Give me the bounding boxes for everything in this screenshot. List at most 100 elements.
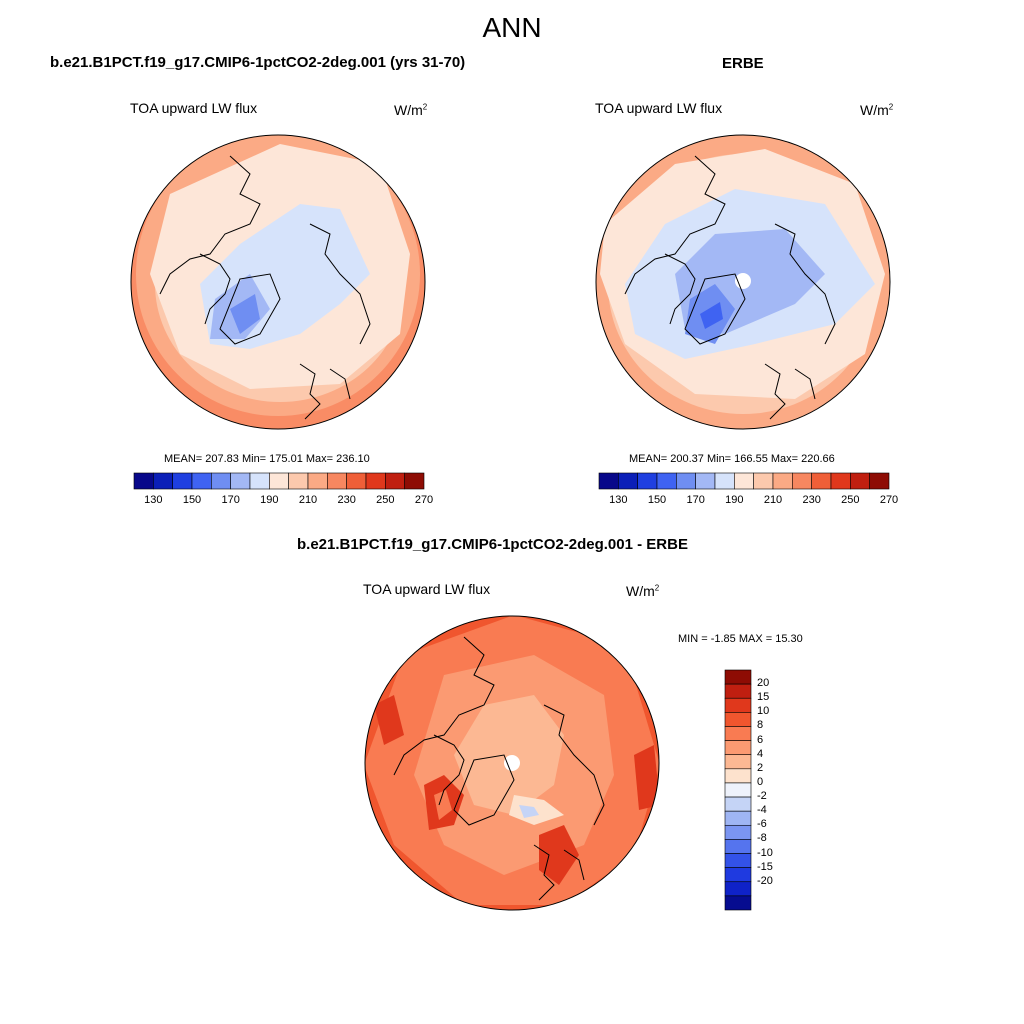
panel-1-colorbar (133, 472, 425, 490)
colorbar-swatch (385, 472, 405, 490)
panel-2-map (595, 134, 891, 430)
colorbar-swatch (792, 472, 812, 490)
colorbar-swatch (714, 472, 735, 490)
panel-3-colorbar-labels: 20 15 10 8 6 4 2 0 -2 -4 -6 -8 -10 -15 -20 (757, 670, 797, 910)
panel-1-map (130, 134, 426, 430)
colorbar-tick-label: 270 (414, 494, 434, 506)
colorbar-swatch (153, 472, 173, 490)
colorbar-swatch (346, 472, 367, 490)
panel-2-colorbar (598, 472, 890, 490)
colorbar-swatch (191, 472, 212, 490)
colorbar-tick-label: -6 (757, 818, 767, 831)
panel-3-subtitle: TOA upward LW flux (363, 581, 491, 597)
colorbar-swatch (327, 472, 347, 490)
colorbar-swatch (724, 712, 752, 727)
colorbar-swatch (365, 472, 386, 490)
colorbar-swatch (869, 472, 890, 490)
panel-2-colorbar-labels: 130 150 170 190 210 230 250 270 (599, 494, 898, 508)
colorbar-swatch (637, 472, 658, 490)
colorbar-swatch (724, 754, 752, 770)
colorbar-tick-label: 190 (725, 494, 744, 506)
main-title: ANN (482, 12, 542, 43)
colorbar-tick-label: 15 (757, 691, 770, 704)
colorbar-swatch (724, 796, 752, 812)
colorbar-swatch (724, 740, 752, 756)
colorbar-tick-label: 4 (757, 747, 764, 760)
colorbar-tick-label: -4 (757, 804, 767, 817)
colorbar-tick-label: 8 (757, 719, 764, 732)
colorbar-swatch (850, 472, 870, 490)
colorbar-tick-label: -15 (757, 860, 773, 873)
colorbar-swatch (404, 472, 425, 490)
colorbar-swatch (772, 472, 793, 490)
colorbar-tick-label: 150 (182, 494, 202, 506)
colorbar-tick-label: -10 (757, 846, 773, 859)
colorbar-tick-label: 250 (376, 494, 395, 506)
colorbar-swatch (724, 697, 752, 713)
colorbar-swatch (811, 472, 832, 490)
colorbar-tick-label: 250 (841, 494, 860, 506)
panel-3-colorbar (724, 669, 752, 911)
colorbar-swatch (724, 782, 752, 798)
colorbar-swatch (598, 472, 619, 490)
colorbar-tick-label: 6 (757, 733, 764, 746)
colorbar-swatch (724, 669, 752, 685)
panel-1-colorbar-labels: 130 150 170 190 210 230 250 270 (134, 494, 433, 508)
panel-2-units: W/m2 (860, 102, 894, 118)
colorbar-swatch (724, 895, 752, 911)
colorbar-swatch (724, 853, 752, 868)
colorbar-swatch (724, 683, 752, 699)
colorbar-tick-label: 10 (757, 705, 770, 718)
colorbar-tick-label: 170 (686, 494, 705, 506)
colorbar-swatch (724, 824, 752, 840)
colorbar-tick-label: 170 (221, 494, 240, 506)
colorbar-tick-label: 150 (647, 494, 667, 506)
colorbar-tick-label: 210 (298, 494, 318, 506)
colorbar-swatch (724, 810, 752, 826)
colorbar-tick-label: 0 (757, 775, 764, 788)
colorbar-swatch (230, 472, 251, 490)
colorbar-tick-label: 230 (802, 494, 821, 506)
colorbar-swatch (656, 472, 677, 490)
panel-3-title: b.e21.B1PCT.f19_g17.CMIP6-1pctCO2-2deg.0… (297, 536, 688, 553)
panel-3-stats: MIN = -1.85 MAX = 15.30 (678, 633, 803, 645)
colorbar-swatch (695, 472, 716, 490)
colorbar-tick-label: -2 (757, 790, 767, 803)
colorbar-swatch (172, 472, 193, 490)
colorbar-tick-label: 190 (260, 494, 279, 506)
panel-1-title: b.e21.B1PCT.f19_g17.CMIP6-1pctCO2-2deg.0… (50, 54, 466, 71)
panel-2-title: ERBE (722, 55, 764, 72)
colorbar-swatch (724, 839, 752, 854)
colorbar-tick-label: 20 (757, 677, 770, 690)
panel-2-stats: MEAN= 200.37 Min= 166.55 Max= 220.66 (629, 453, 835, 465)
panel-1-stats: MEAN= 207.83 Min= 175.01 Max= 236.10 (164, 453, 370, 465)
colorbar-swatch (724, 867, 752, 883)
colorbar-tick-label: 230 (337, 494, 356, 506)
panel-3-units: W/m2 (626, 583, 660, 599)
colorbar-swatch (269, 472, 289, 490)
colorbar-swatch (734, 472, 754, 490)
colorbar-tick-label: 130 (609, 494, 628, 506)
colorbar-swatch (307, 472, 328, 490)
colorbar-swatch (133, 472, 154, 490)
colorbar-tick-label: 2 (757, 761, 764, 774)
colorbar-swatch (618, 472, 638, 490)
colorbar-swatch (830, 472, 851, 490)
colorbar-swatch (676, 472, 696, 490)
colorbar-tick-label: -20 (757, 874, 773, 887)
colorbar-tick-label: 210 (763, 494, 783, 506)
colorbar-swatch (211, 472, 231, 490)
panel-2-subtitle: TOA upward LW flux (595, 100, 723, 116)
panel-1-units: W/m2 (394, 102, 428, 118)
colorbar-tick-label: 270 (879, 494, 899, 506)
panel-1-subtitle: TOA upward LW flux (130, 100, 258, 116)
colorbar-swatch (249, 472, 270, 490)
colorbar-swatch (288, 472, 309, 490)
colorbar-tick-label: -8 (757, 832, 767, 845)
colorbar-swatch (724, 881, 752, 897)
colorbar-tick-label: 130 (144, 494, 163, 506)
colorbar-swatch (724, 768, 752, 784)
colorbar-swatch (753, 472, 774, 490)
colorbar-swatch (724, 726, 752, 741)
panel-3-map (364, 615, 660, 911)
